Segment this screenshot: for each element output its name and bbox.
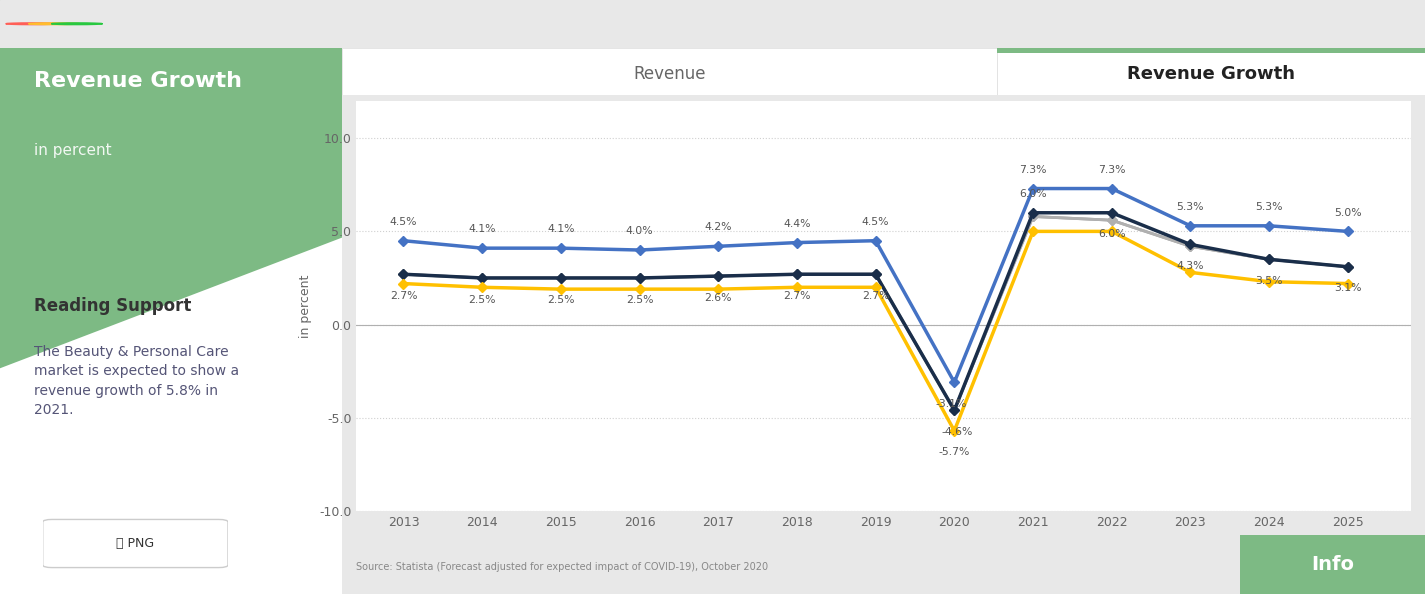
- Text: Revenue Growth: Revenue Growth: [34, 71, 242, 91]
- Text: 7.3%: 7.3%: [1019, 165, 1047, 175]
- Text: 5.0%: 5.0%: [1334, 207, 1362, 217]
- Text: 2.7%: 2.7%: [389, 291, 418, 301]
- Text: 4.5%: 4.5%: [862, 217, 889, 227]
- Text: Reading Support: Reading Support: [34, 297, 191, 315]
- Text: 4.0%: 4.0%: [626, 226, 653, 236]
- Text: 5.3%: 5.3%: [1177, 202, 1204, 212]
- Text: 2.5%: 2.5%: [626, 295, 653, 305]
- Text: Info: Info: [1311, 555, 1354, 574]
- Text: 4.4%: 4.4%: [784, 219, 811, 229]
- Circle shape: [6, 23, 57, 24]
- Text: 2.7%: 2.7%: [862, 291, 889, 301]
- Text: -4.6%: -4.6%: [942, 427, 973, 437]
- Text: 4.5%: 4.5%: [389, 217, 418, 227]
- FancyBboxPatch shape: [43, 519, 228, 568]
- Text: -5.7%: -5.7%: [939, 447, 970, 457]
- Circle shape: [51, 23, 103, 24]
- Bar: [997, 48, 1425, 95]
- Text: 6.0%: 6.0%: [1097, 229, 1126, 239]
- Text: 3.5%: 3.5%: [1255, 276, 1282, 286]
- Text: 6.0%: 6.0%: [1019, 189, 1047, 199]
- Bar: [997, 48, 1425, 53]
- Text: 🖼 PNG: 🖼 PNG: [117, 537, 154, 550]
- Polygon shape: [0, 0, 342, 368]
- Text: 7.3%: 7.3%: [1099, 165, 1126, 175]
- Text: Source: Statista (Forecast adjusted for expected impact of COVID-19), October 20: Source: Statista (Forecast adjusted for …: [356, 563, 768, 572]
- Text: 5.3%: 5.3%: [1255, 202, 1282, 212]
- Text: Revenue Growth: Revenue Growth: [1127, 65, 1295, 83]
- Text: 2.5%: 2.5%: [469, 295, 496, 305]
- Text: 4.1%: 4.1%: [547, 225, 574, 234]
- Text: 4.3%: 4.3%: [1177, 261, 1204, 271]
- Text: 2.7%: 2.7%: [784, 291, 811, 301]
- Text: 2.6%: 2.6%: [704, 293, 732, 303]
- Text: -3.1%: -3.1%: [936, 399, 968, 409]
- Text: 3.1%: 3.1%: [1334, 283, 1361, 293]
- Text: 4.1%: 4.1%: [469, 225, 496, 234]
- Text: in percent: in percent: [34, 143, 111, 157]
- Bar: [342, 48, 998, 95]
- Text: 2.5%: 2.5%: [547, 295, 574, 305]
- Circle shape: [28, 23, 80, 24]
- Text: The Beauty & Personal Care
market is expected to show a
revenue growth of 5.8% i: The Beauty & Personal Care market is exp…: [34, 345, 239, 417]
- Y-axis label: in percent: in percent: [299, 274, 312, 337]
- Text: 4.2%: 4.2%: [704, 222, 732, 232]
- Text: Revenue: Revenue: [633, 65, 705, 83]
